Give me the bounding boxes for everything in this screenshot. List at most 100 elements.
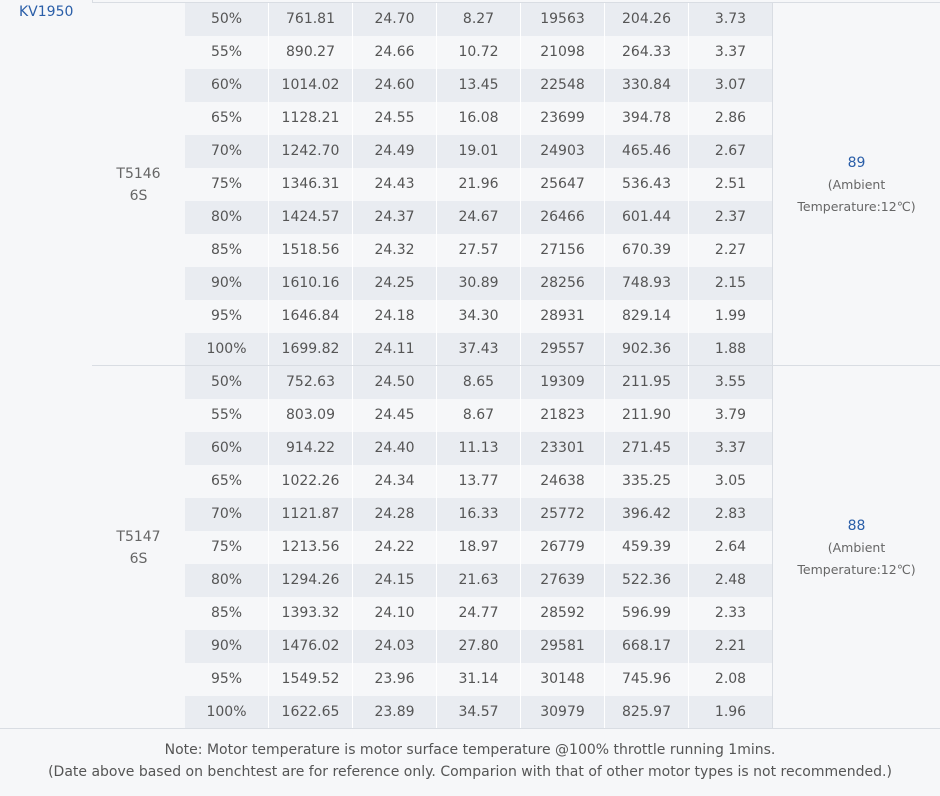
table-cell: 1610.16 [269,267,353,300]
kv-column: KV1950 [0,0,93,728]
table-cell: 1424.57 [269,201,353,234]
table-cell: 11.13 [437,432,521,465]
table-cell: 24.50 [353,366,437,399]
kv-label: KV1950 [19,4,74,20]
table-cell: 65% [185,102,269,135]
table-cell: 24638 [521,465,605,498]
table-cell: 8.65 [437,366,521,399]
table-cell: 24.37 [353,201,437,234]
table-cell: 19309 [521,366,605,399]
table-cell: 19.01 [437,135,521,168]
table-cell: 60% [185,69,269,102]
table-cell: 668.17 [605,630,689,663]
table-cell: 890.27 [269,36,353,69]
prop-cells: 6S [129,187,148,204]
table-cell: 1346.31 [269,168,353,201]
table-row: 55% 890.27 24.66 10.72 21098 264.33 3.37 [185,36,773,69]
table-cell: 3.79 [689,399,773,432]
table-cell: 803.09 [269,399,353,432]
table-cell: 204.26 [605,3,689,36]
temperature-value: 88 [847,517,866,534]
data-rows: 50% 761.81 24.70 8.27 19563 204.26 3.73 55% 890.… [185,3,773,366]
table-cell: 24.15 [353,564,437,597]
prop-cells: 6S [129,550,148,567]
table-cell: 2.83 [689,498,773,531]
table-cell: 1294.26 [269,564,353,597]
table-cell: 24.77 [437,597,521,630]
table-cell: 24.28 [353,498,437,531]
table-cell: 24.10 [353,597,437,630]
table-cell: 55% [185,36,269,69]
table-cell: 70% [185,135,269,168]
table-cell: 2.08 [689,663,773,696]
table-cell: 90% [185,630,269,663]
table-cell: 30979 [521,696,605,729]
table-cell: 1699.82 [269,333,353,366]
table-row: 100% 1699.82 24.11 37.43 29557 902.36 1.88 [185,333,773,366]
temperature-cell: 89 (Ambient Temperature:12℃) [773,3,940,366]
data-rows: 50% 752.63 24.50 8.65 19309 211.95 3.55 55% 803.… [185,366,773,729]
table-cell: 8.27 [437,3,521,36]
table-cell: 2.48 [689,564,773,597]
table-row: 90% 1476.02 24.03 27.80 29581 668.17 2.21 [185,630,773,663]
table-cell: 752.63 [269,366,353,399]
table-row: 85% 1518.56 24.32 27.57 27156 670.39 2.27 [185,234,773,267]
table-row: 65% 1128.21 24.55 16.08 23699 394.78 2.86 [185,102,773,135]
table-cell: 28931 [521,300,605,333]
table-cell: 29581 [521,630,605,663]
table-cell: 28256 [521,267,605,300]
table-cell: 23.96 [353,663,437,696]
table-cell: 1.96 [689,696,773,729]
table-cell: 26466 [521,201,605,234]
table-cell: 65% [185,465,269,498]
note-line-2: (Date above based on benchtest are for r… [48,764,892,780]
prop-cell: T5147 6S [92,366,186,729]
table-row: 90% 1610.16 24.25 30.89 28256 748.93 2.15 [185,267,773,300]
table-row: 65% 1022.26 24.34 13.77 24638 335.25 3.05 [185,465,773,498]
table-cell: 24.43 [353,168,437,201]
table-row: 75% 1346.31 24.43 21.96 25647 536.43 2.51 [185,168,773,201]
table-cell: 24.40 [353,432,437,465]
table-cell: 914.22 [269,432,353,465]
table-cell: 75% [185,168,269,201]
prop-group-t5147: T5147 6S 50% 752.63 24.50 8.65 19309 211.95 3.… [92,365,940,729]
table-cell: 3.73 [689,3,773,36]
table-cell: 1393.32 [269,597,353,630]
ambient-temperature: Temperature:12℃) [797,561,916,577]
temperature-value: 89 [847,154,866,171]
table-cell: 335.25 [605,465,689,498]
table-cell: 25772 [521,498,605,531]
footnote: Note: Motor temperature is motor surface… [0,728,940,796]
table-cell: 23.89 [353,696,437,729]
ambient-label: (Ambient [827,539,886,555]
table-cell: 601.44 [605,201,689,234]
table-cell: 902.36 [605,333,689,366]
table-cell: 34.57 [437,696,521,729]
table-cell: 24.11 [353,333,437,366]
table-cell: 95% [185,300,269,333]
table-row: 70% 1121.87 24.28 16.33 25772 396.42 2.83 [185,498,773,531]
table-cell: 211.90 [605,399,689,432]
table-cell: 24.25 [353,267,437,300]
table-row: 50% 752.63 24.50 8.65 19309 211.95 3.55 [185,366,773,399]
table-cell: 24.32 [353,234,437,267]
prop-cell: T5146 6S [92,3,186,366]
table-cell: 85% [185,597,269,630]
table-cell: 60% [185,432,269,465]
table-cell: 70% [185,498,269,531]
table-cell: 23699 [521,102,605,135]
table-cell: 1.88 [689,333,773,366]
table-cell: 100% [185,333,269,366]
prop-model: T5146 [116,165,161,182]
table-cell: 27639 [521,564,605,597]
table-cell: 211.95 [605,366,689,399]
table-cell: 21823 [521,399,605,432]
table-cell: 394.78 [605,102,689,135]
table-cell: 80% [185,564,269,597]
table-cell: 1476.02 [269,630,353,663]
table-cell: 16.33 [437,498,521,531]
table-cell: 24.45 [353,399,437,432]
table-cell: 24.70 [353,3,437,36]
prop-model: T5147 [116,528,161,545]
